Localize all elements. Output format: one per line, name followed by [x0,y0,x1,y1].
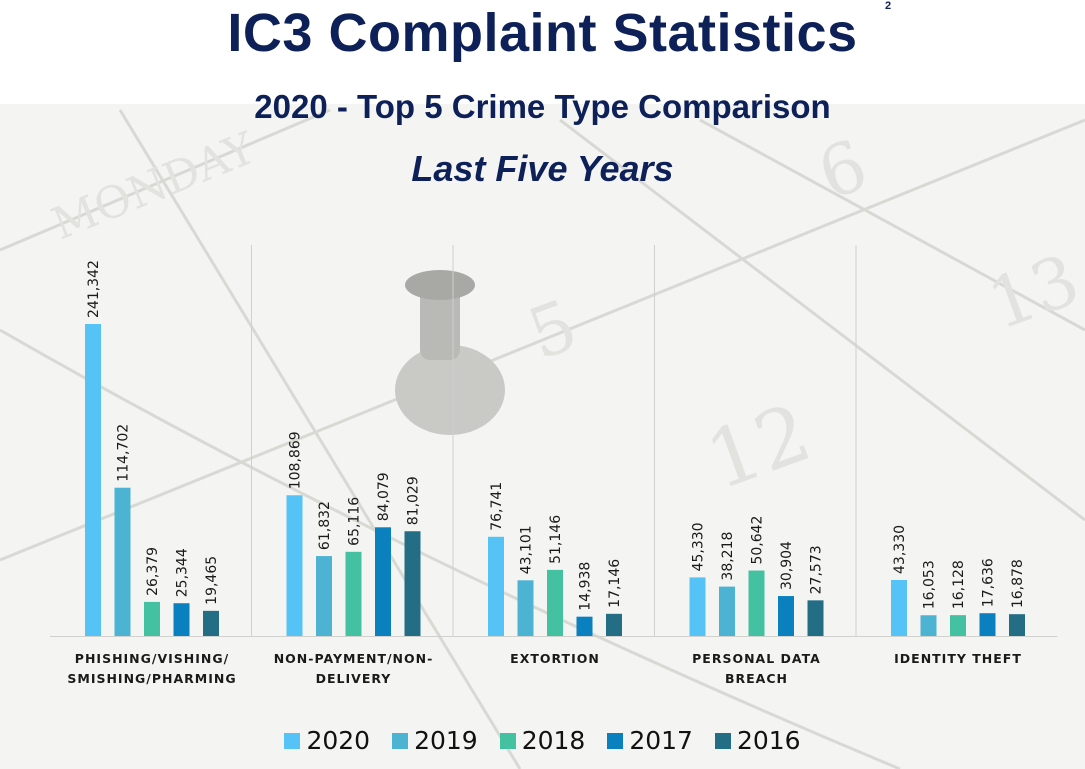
chart-title: 2020 - Top 5 Crime Type Comparison [254,88,831,125]
bar-2018-1 [345,551,362,636]
data-label: 114,702 [116,424,132,482]
bar-2020-4 [891,579,907,636]
legend-swatch [499,732,516,749]
bar-2016-3 [807,600,824,636]
bar-2016-1 [404,531,421,636]
header-background [0,0,1085,104]
data-label: 84,079 [376,472,392,521]
category-label: IDENTITY THEFT [894,651,1022,666]
legend-swatch [714,732,731,749]
page-title: IC3 Complaint Statistics [227,3,858,63]
data-label: 50,642 [750,516,766,565]
chart-legend: 2020 2019 2018 2017 2016 [0,726,1085,755]
data-label: 30,904 [779,541,795,590]
legend-item-2019: 2019 [392,726,478,755]
bar-2017-4 [979,613,996,636]
data-label: 108,869 [288,431,304,489]
data-label: 25,344 [175,548,191,597]
data-label: 45,330 [691,522,707,571]
footnote-marker: 2 [885,0,892,12]
bar-2017-0 [173,603,190,636]
data-label: 61,832 [317,501,333,550]
data-label: 14,938 [578,562,594,611]
bar-2017-1 [375,527,391,636]
data-label: 27,573 [809,545,825,594]
data-label: 17,146 [607,559,623,608]
bar-2017-3 [778,596,794,636]
bar-2019-4 [920,615,937,636]
pushpin-image [395,270,505,435]
category-label: PERSONAL DATA [692,651,821,666]
bar-2018-2 [547,569,563,636]
bar-2019-3 [719,586,735,636]
legend-label: 2018 [521,726,586,755]
bar-2018-3 [748,570,765,636]
data-label: 65,116 [347,497,363,546]
bar-2018-4 [950,615,966,636]
bar-2020-0 [85,324,101,636]
legend-label: 2016 [736,726,801,755]
category-label: BREACH [725,671,788,686]
bar-2017-2 [576,616,593,636]
legend-item-2017: 2017 [607,726,693,755]
data-label: 81,029 [406,476,422,525]
bar-2018-0 [144,601,160,636]
legend-item-2020: 2020 [284,726,370,755]
data-label: 16,053 [922,560,938,609]
data-label: 26,379 [145,547,161,596]
chart-subtitle: Last Five Years [411,148,674,189]
data-label: 17,636 [981,558,997,607]
data-label: 76,741 [489,482,505,531]
legend-label: 2017 [629,726,693,755]
data-label: 16,128 [951,560,967,609]
legend-item-2016: 2016 [714,726,801,755]
bar-2020-1 [286,495,303,636]
category-label: DELIVERY [316,671,392,686]
legend-item-2018: 2018 [499,726,586,755]
data-label: 43,330 [892,525,908,574]
data-label: 241,342 [86,260,102,318]
bar-2016-2 [606,613,622,636]
data-label: 51,146 [548,515,564,564]
category-label: NON-PAYMENT/NON- [274,651,434,666]
category-label: EXTORTION [510,651,600,666]
legend-swatch [392,732,409,749]
data-label: 38,218 [720,532,736,581]
legend-swatch [607,732,624,749]
legend-label: 2020 [306,726,371,755]
data-label: 43,101 [519,525,535,574]
data-label: 16,878 [1010,559,1026,608]
legend-label: 2019 [414,726,478,755]
bar-2020-2 [488,536,504,636]
category-label: PHISHING/VISHING/ [75,651,229,666]
data-label: 19,465 [204,556,220,605]
bar-2020-3 [689,577,706,636]
bar-2019-0 [114,487,131,636]
legend-swatch [284,732,301,749]
category-label: SMISHING/PHARMING [67,671,236,686]
bar-2019-2 [517,580,534,636]
bar-2016-4 [1009,614,1025,636]
bar-2019-1 [316,556,332,636]
bar-2016-0 [203,610,219,636]
